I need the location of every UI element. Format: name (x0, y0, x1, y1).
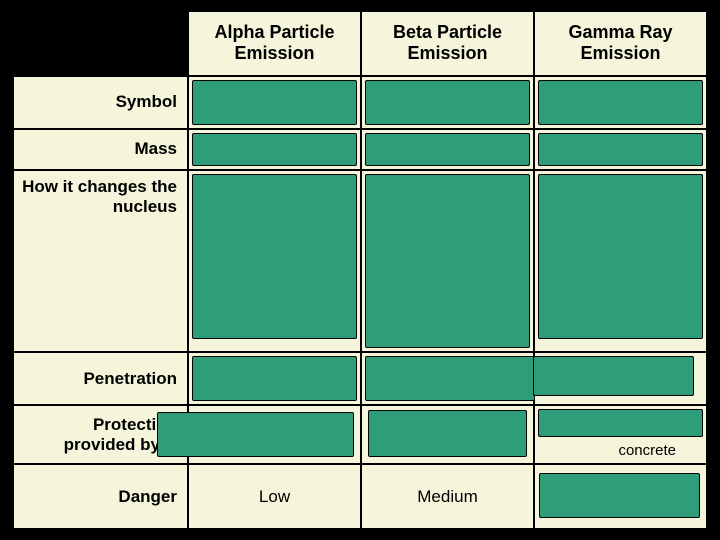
row-label-penetration: Penetration (13, 352, 188, 405)
cell-symbol-gamma (534, 76, 707, 129)
cover-box (538, 174, 703, 339)
cover-box (365, 356, 535, 401)
row-danger: Danger Low Medium (13, 464, 707, 529)
cover-box (192, 133, 357, 166)
row-label-mass: Mass (13, 129, 188, 170)
row-label-danger: Danger (13, 464, 188, 529)
cover-box (538, 133, 703, 166)
cover-box (539, 473, 700, 518)
cell-symbol-alpha (188, 76, 361, 129)
cover-box (192, 356, 357, 401)
cover-box (365, 133, 530, 166)
corner-cell (13, 11, 188, 76)
cover-box (157, 412, 354, 457)
cell-protection-beta (361, 405, 534, 464)
cell-danger-beta: Medium (361, 464, 534, 529)
cover-box (192, 174, 357, 339)
row-penetration: Penetration (13, 352, 707, 405)
protection-gamma-peek: concrete (618, 442, 676, 459)
cell-nucleus-alpha (188, 170, 361, 352)
cell-danger-gamma (534, 464, 707, 529)
cell-mass-alpha (188, 129, 361, 170)
row-symbol: Symbol (13, 76, 707, 129)
cover-box (533, 356, 694, 396)
row-label-symbol: Symbol (13, 76, 188, 129)
cover-box (368, 410, 527, 457)
cell-nucleus-gamma (534, 170, 707, 352)
cell-protection-alpha (188, 405, 361, 464)
cover-box (538, 80, 703, 125)
cell-nucleus-beta (361, 170, 534, 352)
radiation-comparison-table: Alpha Particle Emission Beta Particle Em… (12, 10, 708, 530)
cell-penetration-beta (361, 352, 534, 405)
cover-box (538, 409, 703, 437)
col-header-alpha: Alpha Particle Emission (188, 11, 361, 76)
row-label-nucleus: How it changes the nucleus (13, 170, 188, 352)
cell-protection-gamma: concrete (534, 405, 707, 464)
cell-penetration-alpha (188, 352, 361, 405)
row-nucleus: How it changes the nucleus (13, 170, 707, 352)
row-protection: Protection provided by… concrete (13, 405, 707, 464)
col-header-beta: Beta Particle Emission (361, 11, 534, 76)
cover-box (192, 80, 357, 125)
cell-symbol-beta (361, 76, 534, 129)
cover-box (365, 80, 530, 125)
col-header-gamma: Gamma Ray Emission (534, 11, 707, 76)
cell-mass-beta (361, 129, 534, 170)
row-mass: Mass (13, 129, 707, 170)
cover-box (365, 174, 530, 348)
cell-penetration-gamma (534, 352, 707, 405)
cell-mass-gamma (534, 129, 707, 170)
header-row: Alpha Particle Emission Beta Particle Em… (13, 11, 707, 76)
cell-danger-alpha: Low (188, 464, 361, 529)
